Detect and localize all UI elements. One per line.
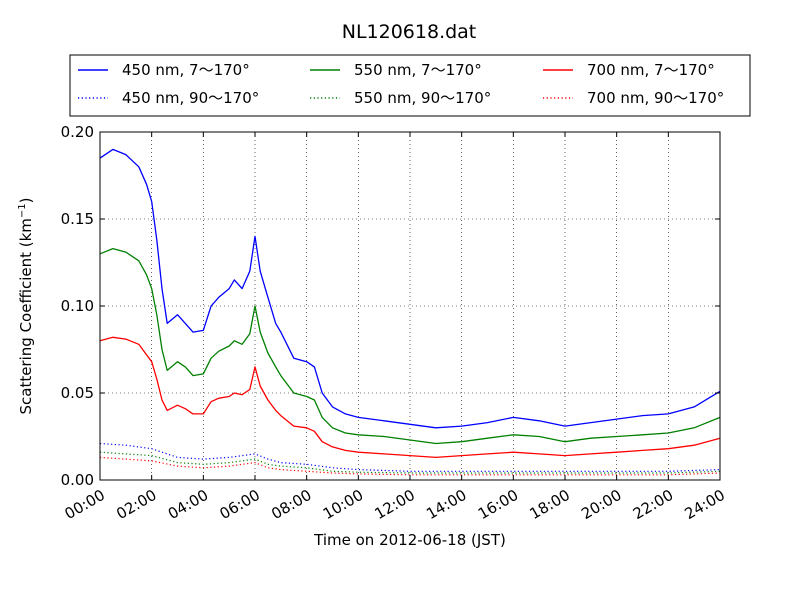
legend-label: 450 nm, 90～170°	[122, 89, 259, 107]
series-line	[99, 336, 721, 459]
legend: 450 nm, 7～170° 550 nm, 7～170° 700 nm, 7～17…	[78, 61, 724, 107]
y-tick-label: 0.10	[61, 297, 94, 315]
legend-box	[69, 54, 751, 117]
series-line	[99, 148, 721, 429]
y-axis-label-main: Scattering Coefficient (km	[17, 218, 35, 414]
y-axis-ticks: 0.00 0.05 0.10 0.15 0.20	[61, 123, 720, 489]
y-axis-label-tail: )	[17, 197, 35, 203]
legend-label: 700 nm, 90～170°	[587, 89, 724, 107]
x-tick-label: 06:00	[217, 486, 263, 523]
x-tick-label: 22:00	[630, 486, 676, 523]
series-line	[99, 247, 721, 445]
x-tick-label: 18:00	[527, 486, 573, 523]
legend-label: 450 nm, 7～170°	[122, 61, 250, 79]
y-axis-label-superscript: −1	[17, 203, 28, 218]
y-tick-label: 0.15	[61, 210, 94, 228]
x-tick-label: 24:00	[682, 486, 728, 523]
y-tick-label: 0.20	[61, 123, 94, 141]
x-tick-label: 00:00	[62, 486, 108, 523]
x-tick-label: 10:00	[320, 486, 366, 523]
x-tick-label: 02:00	[113, 486, 159, 523]
legend-label: 700 nm, 7～170°	[587, 61, 715, 79]
series-line	[99, 456, 721, 476]
y-axis-label: Scattering Coefficient (km−1)	[17, 197, 35, 414]
x-tick-label: 20:00	[578, 486, 624, 523]
x-tick-label: 04:00	[165, 486, 211, 523]
series-layer	[99, 148, 721, 476]
legend-label: 550 nm, 7～170°	[354, 61, 482, 79]
x-tick-label: 14:00	[423, 486, 469, 523]
y-tick-label: 0.00	[61, 471, 94, 489]
x-tick-label: 08:00	[268, 486, 314, 523]
x-tick-label: 12:00	[372, 486, 418, 523]
x-tick-label: 16:00	[475, 486, 521, 523]
y-tick-label: 0.05	[61, 384, 94, 402]
chart-title: NL120618.dat	[342, 21, 477, 43]
x-axis-label: Time on 2012-06-18 (JST)	[313, 531, 506, 549]
legend-label: 550 nm, 90～170°	[354, 89, 491, 107]
series-line	[99, 451, 721, 474]
